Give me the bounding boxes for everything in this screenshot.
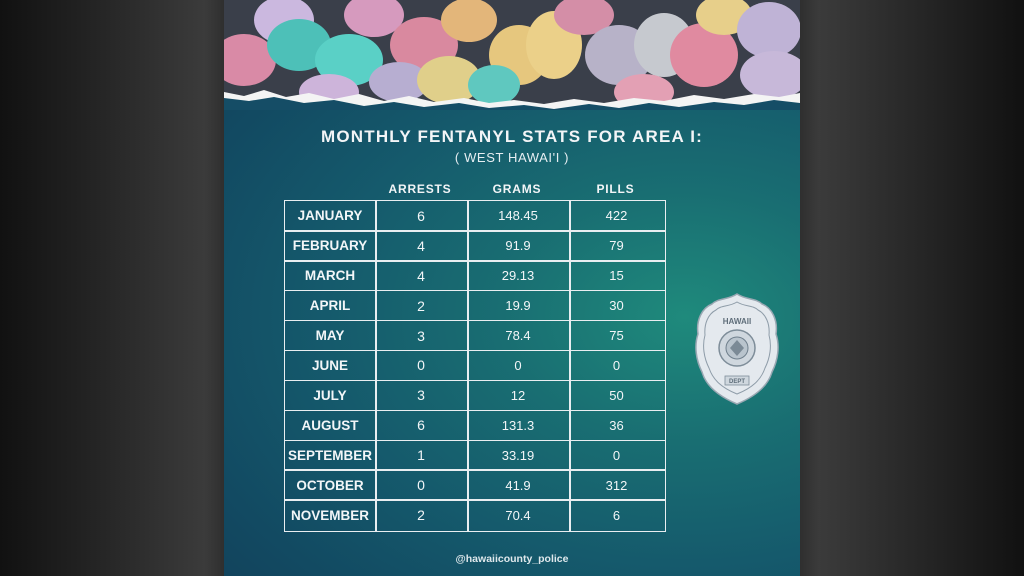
table-row: JUNE 0 0 0 [285, 351, 665, 381]
pills-cell: 50 [609, 387, 624, 403]
pills-cell: 79 [609, 238, 624, 254]
table-row-divider [285, 260, 665, 262]
table-row: APRIL 2 19.9 30 [285, 291, 665, 321]
arrests-cell: 0 [417, 357, 425, 374]
month-cell: JANUARY [297, 208, 363, 224]
badge-top-text: HAWAII [723, 317, 751, 326]
grams-cell: 131.3 [501, 417, 535, 433]
month-cell: JULY [313, 387, 347, 403]
table-row: FEBRUARY 4 91.9 79 [285, 231, 665, 261]
grams-cell: 78.4 [505, 328, 531, 344]
stats-card: MONTHLY FENTANYL STATS FOR AREA I: ( WES… [224, 0, 800, 576]
pills-cell: 312 [605, 477, 628, 493]
month-cell: MARCH [304, 268, 356, 284]
table-row-divider [285, 499, 665, 501]
pills-cell: 422 [605, 208, 628, 224]
table-row-divider [285, 319, 665, 322]
grams-cell: 41.9 [505, 477, 531, 493]
table-row-divider [285, 379, 665, 382]
table-row: OCTOBER 0 41.9 312 [285, 470, 665, 500]
column-header-pills: PILLS [596, 182, 635, 196]
table-row-divider [285, 349, 665, 352]
pills-cell: 30 [609, 298, 624, 314]
stats-table: JANUARY 6 148.45 422 FEBRUARY 4 91.9 79 MARCH 4 29… [284, 200, 666, 532]
table-divider [467, 201, 469, 531]
month-cell: SEPTEMBER [287, 447, 372, 463]
table-row-divider [285, 230, 665, 232]
grams-cell: 91.9 [505, 238, 531, 254]
table-row-divider [285, 409, 665, 412]
arrests-cell: 2 [417, 507, 425, 524]
badge-bottom-text: DEPT [729, 379, 745, 385]
grams-cell: 33.19 [501, 447, 535, 463]
table-row: JANUARY 6 148.45 422 [285, 201, 665, 231]
pills-cell: 15 [609, 268, 624, 284]
page-subtitle: ( WEST HAWAI'I ) [454, 150, 570, 165]
arrests-cell: 3 [417, 327, 425, 344]
table-row: JULY 3 12 50 [285, 380, 665, 410]
arrests-cell: 0 [417, 477, 425, 494]
pills-cell: 0 [612, 447, 621, 463]
arrests-cell: 1 [417, 447, 425, 464]
pills-cell: 6 [612, 507, 621, 523]
table-row-divider [285, 439, 665, 442]
table-row: AUGUST 6 131.3 36 [285, 410, 665, 440]
pills-cell: 0 [612, 357, 621, 373]
arrests-cell: 2 [417, 297, 425, 314]
month-cell: JUNE [311, 357, 348, 373]
month-cell: NOVEMBER [290, 507, 369, 523]
grams-cell: 148.45 [498, 208, 538, 224]
month-cell: FEBRUARY [292, 238, 368, 254]
column-header-grams: GRAMS [492, 182, 542, 196]
arrests-cell: 6 [417, 417, 425, 434]
pills-cell: 75 [609, 328, 624, 344]
table-row: SEPTEMBER 1 33.19 0 [285, 440, 665, 470]
social-handle: @hawaiicounty_police [455, 553, 569, 565]
table-row: MARCH 4 29.13 15 [285, 261, 665, 291]
grams-cell: 0 [514, 357, 522, 373]
table-row: NOVEMBER 2 70.4 6 [285, 500, 665, 530]
pills-photo [224, 0, 800, 110]
month-cell: OCTOBER [296, 477, 364, 493]
arrests-cell: 4 [417, 237, 425, 254]
arrests-cell: 4 [417, 267, 425, 284]
arrests-cell: 3 [417, 387, 425, 404]
page-title: MONTHLY FENTANYL STATS FOR AREA I: [320, 127, 704, 146]
arrests-cell: 6 [417, 207, 425, 224]
column-header-arrests: ARRESTS [388, 182, 452, 196]
police-badge-icon: HAWAII DEPT [695, 293, 779, 405]
table-divider [569, 201, 571, 531]
month-cell: APRIL [309, 298, 351, 314]
grams-cell: 70.4 [505, 507, 531, 523]
table-divider [375, 201, 377, 531]
pills-cell: 36 [609, 417, 624, 433]
month-cell: AUGUST [301, 417, 359, 433]
table-row-divider [285, 469, 665, 471]
grams-cell: 19.9 [505, 298, 531, 314]
table-row: MAY 3 78.4 75 [285, 321, 665, 351]
month-cell: MAY [315, 328, 345, 344]
grams-cell: 29.13 [501, 268, 535, 284]
table-row-divider [285, 289, 665, 292]
grams-cell: 12 [510, 387, 526, 403]
